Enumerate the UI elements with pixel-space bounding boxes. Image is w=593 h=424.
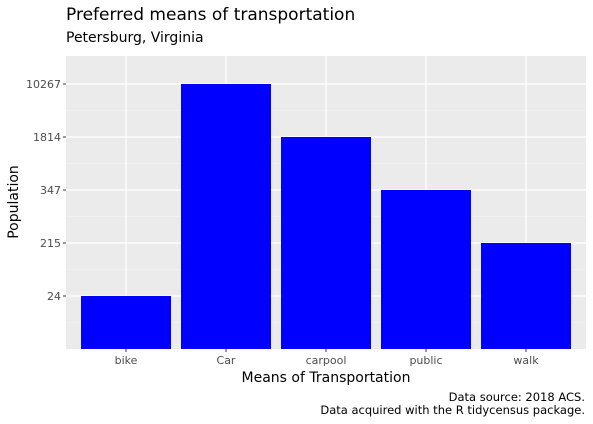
y-tick-label: 347: [40, 184, 61, 197]
x-axis: bike Car carpool public walk: [115, 349, 539, 367]
chart-subtitle: Petersburg, Virginia: [66, 30, 204, 46]
y-tick-label: 215: [40, 237, 61, 250]
x-tick-label: walk: [513, 354, 539, 367]
x-axis-title: Means of Transportation: [242, 370, 411, 386]
x-tick-label: bike: [115, 354, 138, 367]
x-tick-label: public: [409, 354, 442, 367]
y-tick-label: 10267: [26, 78, 61, 91]
y-axis-title: Population: [6, 165, 22, 239]
bar-carpool: [281, 137, 371, 349]
caption-data-source: Data source: 2018 ACS.: [449, 390, 585, 404]
bars: [81, 84, 571, 349]
y-axis: 24 215 347 1814 10267: [26, 78, 66, 303]
bar-bike: [81, 296, 171, 349]
x-tick-label: Car: [217, 354, 236, 367]
chart-title: Preferred means of transportation: [66, 5, 355, 25]
y-tick-label: 1814: [33, 131, 61, 144]
x-tick-label: carpool: [306, 354, 347, 367]
bar-walk: [481, 243, 571, 349]
bar-public: [381, 190, 471, 349]
caption-data-acquired: Data acquired with the R tidycensus pack…: [320, 403, 585, 417]
bar-car: [181, 84, 271, 349]
y-tick-label: 24: [47, 290, 61, 303]
